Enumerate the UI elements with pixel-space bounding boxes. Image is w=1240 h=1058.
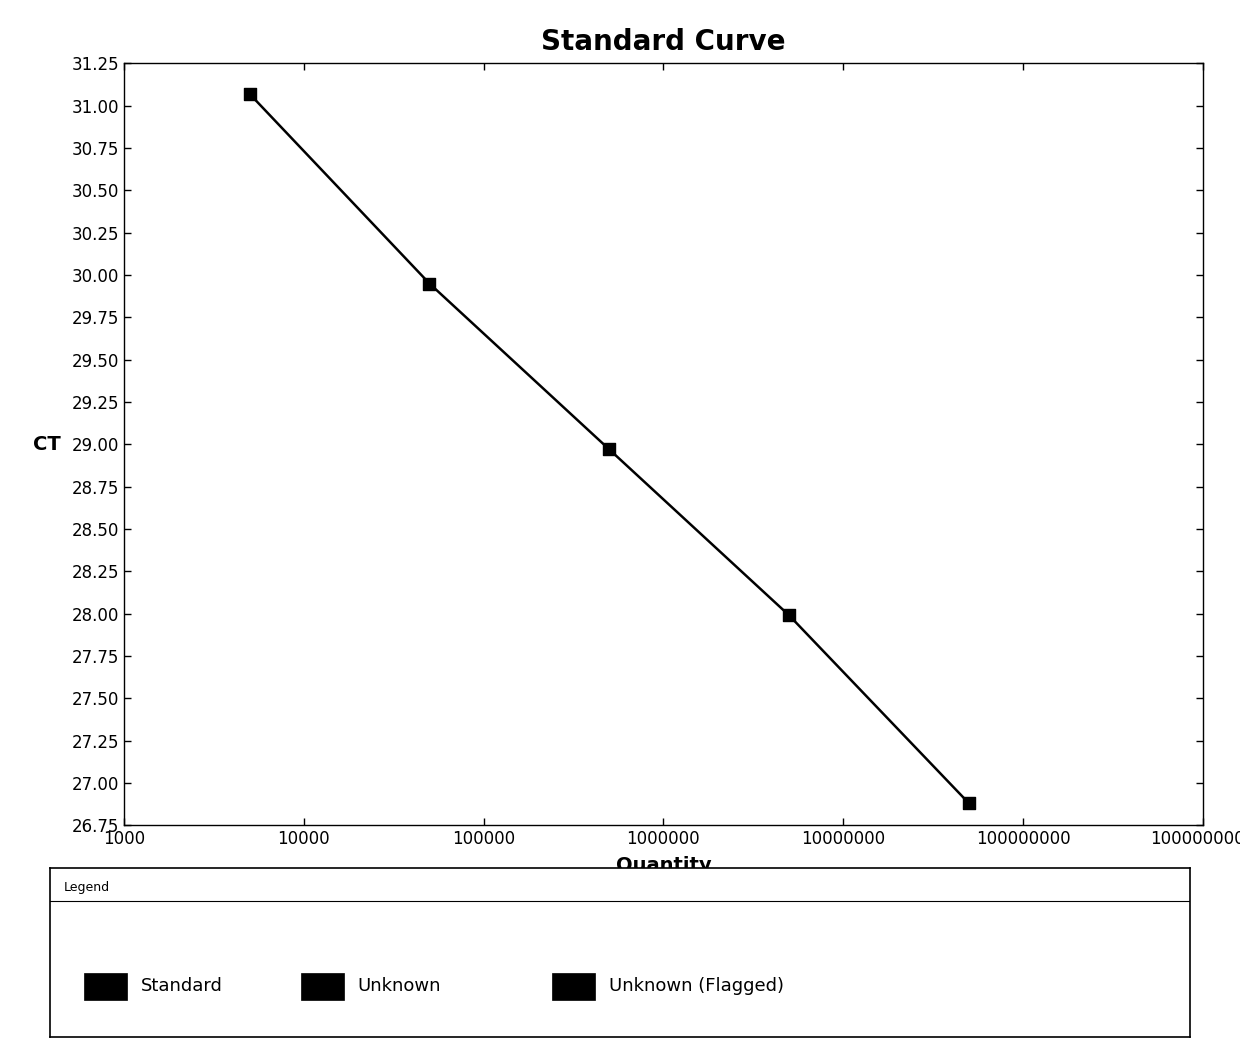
- Y-axis label: CT: CT: [32, 435, 61, 454]
- Point: [599, 441, 619, 458]
- Point: [959, 795, 978, 811]
- Point: [779, 607, 799, 624]
- Bar: [300, 973, 343, 1000]
- Text: Standard: Standard: [141, 978, 223, 996]
- Title: Standard Curve: Standard Curve: [541, 28, 786, 56]
- Text: Unknown (Flagged): Unknown (Flagged): [609, 978, 784, 996]
- Bar: [552, 973, 595, 1000]
- Text: Legend: Legend: [63, 881, 109, 894]
- Point: [419, 275, 439, 292]
- X-axis label: Quantity: Quantity: [615, 856, 712, 875]
- Point: [239, 86, 259, 103]
- Text: Unknown: Unknown: [357, 978, 441, 996]
- Bar: [84, 973, 128, 1000]
